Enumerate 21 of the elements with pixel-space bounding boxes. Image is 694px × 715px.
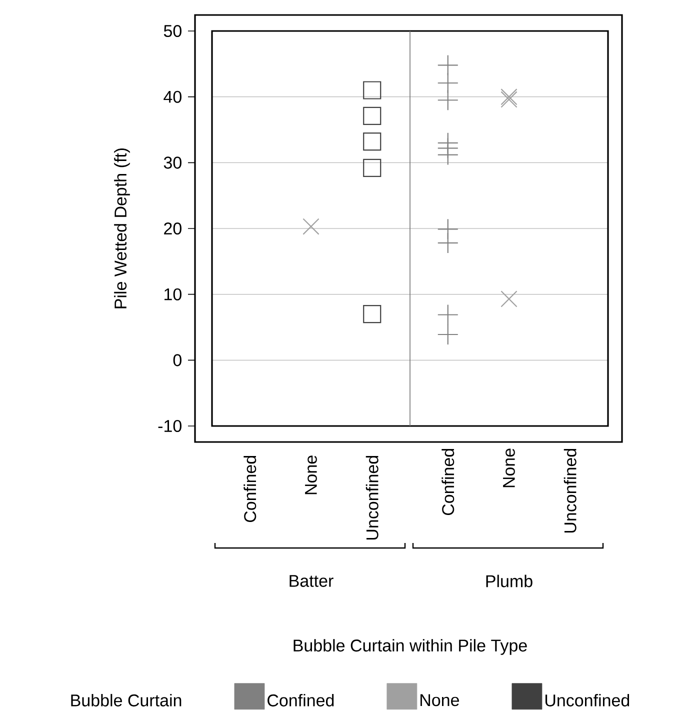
y-tick-label: -10 (158, 420, 182, 432)
x-tick-label: Confined (244, 456, 256, 522)
x-tick-label: None (503, 448, 515, 488)
legend-label: Confined (268, 694, 334, 706)
legend-label: Unconfined (545, 694, 630, 706)
y-tick-label: 10 (164, 288, 182, 300)
y-tick-label: 30 (164, 156, 182, 169)
x-tick-label: Unconfined (366, 456, 378, 540)
legend-label: None (420, 694, 460, 706)
legend-title: Bubble Curtain (71, 694, 182, 706)
y-tick-label: 40 (164, 90, 182, 103)
y-tick-label: 50 (164, 24, 182, 38)
y-tick-label: 20 (164, 222, 182, 235)
x-axis-title: Plumb (486, 574, 532, 588)
x-tick-label: Confined (442, 448, 454, 516)
y-tick-label: 0 (173, 354, 182, 366)
x-axis-title: Batter (290, 575, 334, 587)
text: Bubble Curtain within Pile Type (294, 639, 527, 655)
x-tick-label: Unconfined (564, 448, 576, 533)
x-tick-label: None (305, 456, 317, 494)
y-axis-title: Pile Wetted Depth (ft) (114, 148, 130, 308)
